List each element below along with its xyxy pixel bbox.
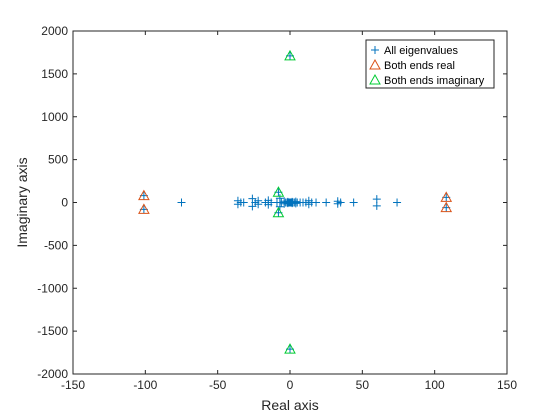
ticks-layer: -150 -100 -50 0 50 100 150-2000-1500-1000-5000… <box>37 24 517 392</box>
point-s1-0 <box>138 189 150 201</box>
x-tick-label-1: -100 <box>133 378 157 392</box>
point-s0-19 <box>275 194 284 203</box>
point-s2-1 <box>284 343 296 354</box>
series-1 <box>138 189 453 214</box>
point-s0-55 <box>372 201 381 210</box>
y-tick-label-3: -500 <box>44 238 68 252</box>
point-s0-49 <box>322 198 331 207</box>
x-tick-label-6: 150 <box>497 378 517 392</box>
marks-layer <box>138 49 453 354</box>
x-tick-label-5: 100 <box>425 378 445 392</box>
point-s0-48 <box>312 198 321 207</box>
x-tick-label-4: 50 <box>356 378 370 392</box>
y-tick-label-5: 500 <box>48 153 68 167</box>
y-tick-label-1: -1500 <box>37 324 68 338</box>
y-tick-label-7: 1500 <box>41 67 68 81</box>
x-tick-label-2: -50 <box>209 378 227 392</box>
y-tick-label-8: 2000 <box>41 24 68 38</box>
point-s1-3 <box>440 201 453 213</box>
legend-label-0: All eigenvalues <box>384 45 458 57</box>
series-2 <box>272 49 296 354</box>
point-s0-11 <box>254 200 263 209</box>
legend-label-1: Both ends real <box>384 60 455 72</box>
x-tick-label-0: -150 <box>61 378 85 392</box>
x-axis-label: Real axis <box>261 397 319 413</box>
point-s0-40 <box>291 199 300 208</box>
y-tick-label-2: -1000 <box>37 281 68 295</box>
point-s0-2 <box>177 198 186 207</box>
point-s1-2 <box>440 191 453 202</box>
legend-label-2: Both ends imaginary <box>384 75 485 87</box>
point-s2-3 <box>272 206 285 218</box>
point-s2-0 <box>284 49 296 61</box>
point-s0-56 <box>393 198 402 207</box>
legend-marker-0 <box>371 46 379 54</box>
legend-box <box>365 39 495 89</box>
x-tick-label-3: 0 <box>287 378 294 392</box>
y-tick-label-4: 0 <box>61 196 68 210</box>
legend-marker-1 <box>369 58 381 70</box>
point-s0-6 <box>239 198 248 207</box>
legend: All eigenvalues Both ends real Both ends i… <box>365 39 495 89</box>
y-axis-label: Imaginary axis <box>14 157 30 247</box>
y-tick-label-0: -2000 <box>37 367 68 381</box>
point-s0-53 <box>349 198 358 207</box>
point-s2-2 <box>272 186 285 197</box>
point-s1-1 <box>138 203 150 214</box>
point-s0-52 <box>336 198 345 207</box>
y-tick-label-6: 1000 <box>41 110 68 124</box>
legend-marker-2 <box>369 73 381 85</box>
point-s0-54 <box>372 195 381 204</box>
